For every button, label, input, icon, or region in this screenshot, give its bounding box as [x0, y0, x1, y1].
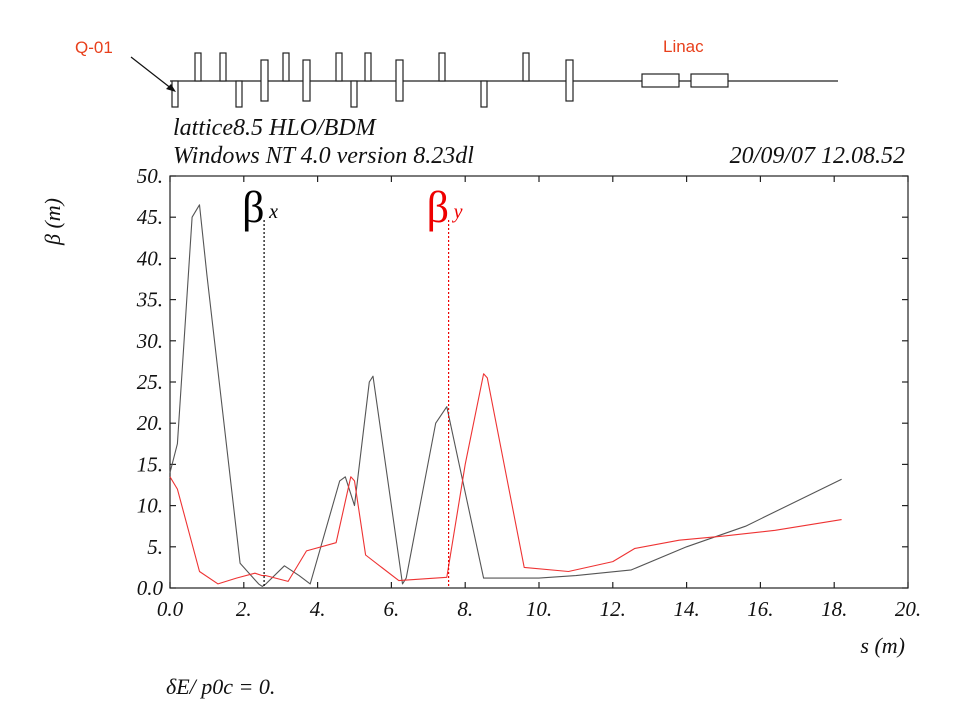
quadrupole — [395, 59, 404, 102]
quadrupole — [219, 52, 227, 82]
header-line-2: Windows NT 4.0 version 8.23dl — [173, 143, 474, 169]
q01-label: Q-01 — [75, 38, 113, 57]
y-tick-label: 25. — [137, 370, 163, 394]
y-tick-label: 5. — [147, 535, 163, 559]
linac-label: Linac — [663, 37, 704, 56]
x-tick-label: 18. — [821, 597, 847, 621]
quadrupole — [364, 52, 372, 82]
x-tick-label: 12. — [600, 597, 626, 621]
y-tick-label: 20. — [137, 411, 163, 435]
x-tick-label: 16. — [747, 597, 773, 621]
y-tick-label: 10. — [137, 494, 163, 518]
y-tick-label: 45. — [137, 205, 163, 229]
quadrupole — [194, 52, 202, 82]
quadrupole — [522, 52, 530, 82]
y-tick-label: 50. — [137, 164, 163, 188]
linac-cavity — [641, 73, 680, 88]
lattice-layout: Q-01 Linac — [75, 37, 838, 108]
x-tick-label: 0.0 — [157, 597, 184, 621]
quadrupole — [282, 52, 290, 82]
x-tick-label: 2. — [236, 597, 252, 621]
y-tick-label: 40. — [137, 246, 163, 270]
quadrupole-q01 — [171, 80, 179, 108]
beta-x-marker-label: β — [242, 183, 264, 232]
linac-cavity — [690, 73, 729, 88]
x-axis-label: s (m) — [860, 633, 905, 658]
y-tick-label: 15. — [137, 452, 163, 476]
quadrupole — [350, 80, 358, 108]
quadrupole — [235, 80, 243, 108]
footer-momentum-spread: δE/ p0c = 0. — [166, 674, 275, 699]
x-tick-label: 20. — [895, 597, 921, 621]
y-tick-label: 35. — [136, 288, 163, 312]
y-tick-label: 0.0 — [137, 576, 164, 600]
x-tick-label: 14. — [673, 597, 699, 621]
q01-arrowhead — [166, 84, 176, 92]
beta-series — [169, 204, 842, 587]
beta-x-line — [169, 204, 842, 587]
beta-y-marker-label: β — [427, 183, 449, 232]
quadrupole — [480, 80, 488, 108]
beta-y-marker-subscript: y — [452, 201, 463, 223]
header-datetime: 20/09/07 12.08.52 — [730, 143, 905, 169]
quadrupole — [438, 52, 446, 82]
x-tick-label: 8. — [457, 597, 473, 621]
quadrupole — [335, 52, 343, 82]
header-line-1: lattice8.5 HLO/BDM — [173, 115, 378, 141]
q01-pointer — [130, 56, 173, 90]
quadrupole — [565, 59, 574, 102]
beta-x-marker-subscript: x — [268, 201, 278, 223]
y-axis-label: β (m) — [40, 198, 65, 246]
axis-ticks: 0.0 5. 10. 15. 20. 25. 30. 35. 40. 45. 50. 0.0 2. 4. 6… — [136, 164, 921, 621]
quadrupole — [260, 59, 269, 102]
y-tick-label: 30. — [136, 329, 163, 353]
quadrupole — [302, 59, 311, 102]
x-tick-label: 10. — [526, 597, 552, 621]
x-tick-label: 6. — [384, 597, 400, 621]
x-tick-label: 4. — [310, 597, 326, 621]
beta-y-line — [169, 373, 842, 585]
